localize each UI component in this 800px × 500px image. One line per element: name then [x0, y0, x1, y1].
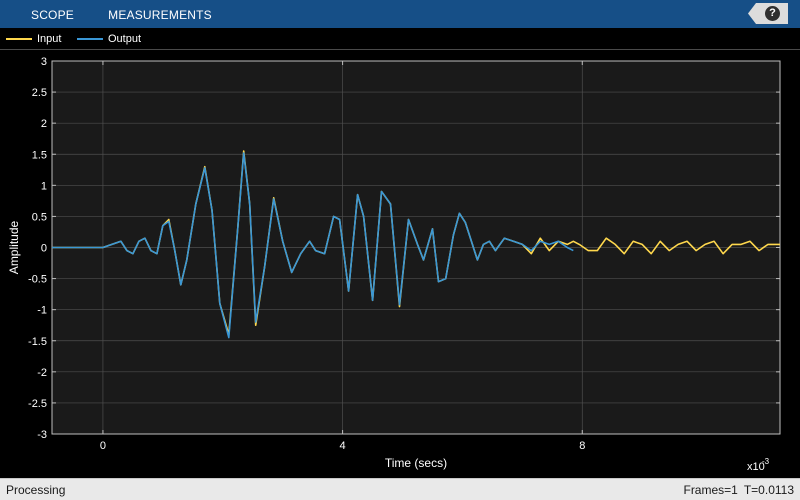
help-icon[interactable]: ?	[765, 6, 780, 21]
x-exponent-power: -3	[762, 457, 770, 466]
legend-output-label[interactable]: Output	[108, 33, 142, 45]
status-right: Frames=1 T=0.0113	[683, 479, 794, 500]
x-exponent-label: x10	[747, 461, 765, 473]
y-tick-label: 1.5	[32, 149, 47, 161]
y-tick-label: 3	[41, 56, 47, 68]
legend-input-label[interactable]: Input	[37, 33, 62, 45]
status-text: Processing	[6, 483, 66, 497]
legend-output-swatch[interactable]	[77, 38, 103, 40]
plot-area[interactable]: -3 -2.5 -2 -1.5 -1 -0.5 0 0.5 1 1.5 2 2.5 3 0 4 8 Time (…	[0, 51, 800, 478]
y-tick-label: -0.5	[28, 274, 47, 286]
y-tick-label: 2.5	[32, 87, 47, 99]
y-tick-label: -1	[37, 305, 47, 317]
chart: -3 -2.5 -2 -1.5 -1 -0.5 0 0.5 1 1.5 2 2.5 3 0 4 8 Time (…	[7, 56, 781, 473]
status-bar: Processing Frames=1 T=0.0113	[0, 478, 800, 500]
x-axis-label: Time (secs)	[385, 456, 447, 470]
y-tick-label: -3	[37, 429, 47, 441]
y-axis-label: Amplitude	[7, 221, 21, 275]
tab-measurements[interactable]: MEASUREMENTS	[108, 8, 212, 22]
x-tick-label: 4	[340, 440, 346, 452]
x-tick-label: 8	[579, 440, 585, 452]
y-tick-label: -1.5	[28, 336, 47, 348]
y-tick-label: 0.5	[32, 211, 47, 223]
legend-input-swatch[interactable]	[6, 38, 32, 40]
y-tick-label: 0	[41, 243, 47, 255]
time-readout: T=0.0113	[743, 483, 794, 497]
y-tick-label: 1	[41, 180, 47, 192]
legend: Input Output	[0, 28, 800, 50]
frames-readout: Frames=1	[683, 483, 738, 497]
y-tick-label: 2	[41, 118, 47, 130]
y-tick-label: -2	[37, 367, 47, 379]
series-line-output	[52, 152, 574, 339]
x-tick-label: 0	[100, 440, 106, 452]
y-tick-label: -2.5	[28, 398, 47, 410]
tab-scope[interactable]: SCOPE	[30, 8, 74, 22]
toolstrip: SCOPE MEASUREMENTS ?	[0, 0, 800, 28]
